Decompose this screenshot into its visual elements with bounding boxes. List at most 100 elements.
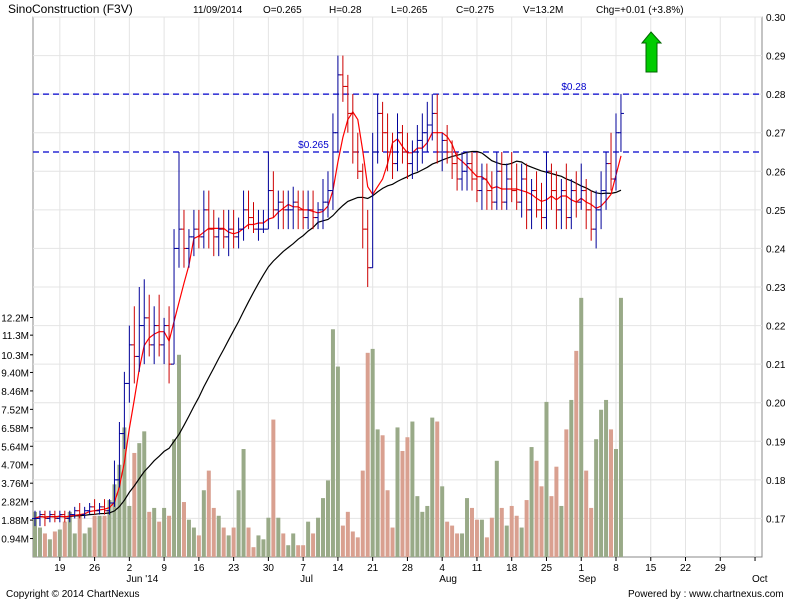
volume-bar: [469, 507, 474, 557]
month-label: Aug: [439, 574, 457, 585]
volume-bar: [301, 545, 306, 557]
volume-bar: [276, 517, 281, 557]
volume-bar: [618, 297, 623, 557]
volume-bar: [460, 533, 465, 557]
volume-bar: [395, 427, 400, 557]
volume-bar: [465, 498, 470, 557]
volume-bar: [599, 409, 604, 557]
volume-tick-label: 3.76M: [1, 479, 29, 490]
volume-bar: [539, 486, 544, 557]
volume-bar: [152, 507, 157, 557]
volume-bar: [191, 527, 196, 557]
date-tick-label: 1: [578, 563, 584, 574]
volume-bar: [435, 421, 440, 557]
volume-tick-label: 8.46M: [1, 387, 29, 398]
volume-bar: [445, 521, 450, 557]
volume-bar: [211, 507, 216, 557]
volume-bar: [261, 539, 266, 557]
date-tick-label: 15: [645, 563, 657, 574]
price-level-label: $0.265: [298, 140, 329, 151]
date-tick-label: 30: [263, 563, 275, 574]
volume-bar: [271, 419, 276, 557]
volume-bar: [177, 354, 182, 557]
header-date: 11/09/2014: [193, 5, 243, 16]
volume-tick-label: 1.88M: [1, 516, 29, 527]
volume-bar: [82, 533, 87, 557]
volume-bar: [286, 545, 291, 557]
month-label: Sep: [578, 574, 596, 585]
price-axis: 0.30 0.29 0.28 0.27 0.26 0.25 0.24 0.23 0.22 0.21…: [766, 13, 786, 525]
volume-bar: [494, 460, 499, 557]
date-tick-label: 7: [300, 563, 306, 574]
volume-bar: [415, 496, 420, 557]
date-tick-label: 18: [506, 563, 518, 574]
price-tick-label: 0.26: [766, 167, 786, 178]
volume-bar: [479, 519, 484, 557]
volume-bar: [534, 460, 539, 557]
volume-bar: [450, 525, 455, 557]
volume-bar: [132, 452, 137, 557]
volume-bar: [574, 350, 579, 557]
volume-bar: [137, 443, 142, 557]
price-tick-label: 0.22: [766, 322, 786, 333]
volume-bar: [484, 537, 489, 557]
price-tick-label: 0.25: [766, 206, 786, 217]
volume-bar: [256, 535, 261, 557]
volume-bar: [316, 517, 321, 557]
volume-bar: [524, 500, 529, 557]
volume-tick-label: 0.94M: [1, 535, 29, 546]
volume-bar: [455, 533, 460, 557]
volume-bar: [544, 401, 549, 557]
volume-bar: [42, 533, 47, 557]
volume-bar: [181, 502, 186, 557]
price-tick-label: 0.29: [766, 52, 786, 63]
price-tick-label: 0.24: [766, 244, 786, 255]
volume-tick-label: 10.3M: [1, 351, 29, 362]
volume-bar: [564, 429, 569, 557]
date-tick-label: 16: [193, 563, 205, 574]
volume-bar: [390, 527, 395, 557]
header-change: Chg=+0.01 (+3.8%): [596, 5, 684, 16]
volume-bar: [519, 527, 524, 557]
volume-bar: [594, 439, 599, 557]
volume-bar: [559, 505, 564, 557]
volume-bar: [474, 519, 479, 557]
date-tick-label: 4: [439, 563, 445, 574]
price-tick-label: 0.17: [766, 514, 786, 525]
volume-bar: [241, 449, 246, 557]
volume-bar: [52, 531, 57, 557]
price-tick-label: 0.19: [766, 437, 786, 448]
volume-bar: [489, 517, 494, 557]
volume-bar: [514, 515, 519, 557]
powered-by-text: Powered by : www.chartnexus.com: [628, 589, 784, 600]
volume-bar: [102, 515, 107, 557]
volume-bar: [360, 470, 365, 557]
volume-bar: [142, 431, 147, 557]
volume-bar: [196, 535, 201, 557]
volume-bar: [355, 537, 360, 557]
volume-bar: [370, 348, 375, 557]
date-tick-label: 28: [402, 563, 414, 574]
volume-bar: [579, 297, 584, 557]
date-tick-label: 23: [228, 563, 240, 574]
volume-bar: [77, 515, 82, 557]
volume-bar: [251, 547, 256, 557]
date-tick-label: 19: [54, 563, 66, 574]
volume-bar: [206, 470, 211, 557]
month-label: Oct: [752, 574, 768, 585]
header-high: H=0.28: [329, 5, 362, 16]
volume-bar: [589, 507, 594, 557]
volume-tick-label: 11.3M: [2, 331, 29, 342]
volume-bar: [345, 511, 350, 557]
volume-tick-label: 6.58M: [1, 424, 29, 435]
volume-bar: [554, 466, 559, 557]
date-tick-label: 29: [715, 563, 727, 574]
volume-bar: [107, 500, 112, 557]
volume-bar: [37, 527, 42, 557]
volume-bar: [97, 515, 102, 557]
ohlc-bar: [617, 94, 624, 152]
volume-bar: [296, 545, 301, 557]
volume-bar: [509, 505, 514, 557]
header-open: O=0.265: [263, 5, 302, 16]
